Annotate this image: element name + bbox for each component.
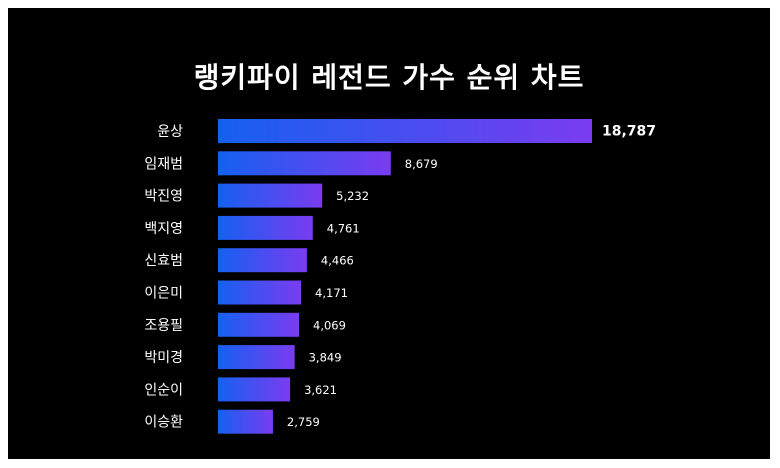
bar [218,280,302,305]
category-label: 인순이 [144,382,183,398]
category-label: 이승환 [144,415,183,431]
bar [218,183,323,208]
value-label: 2,759 [287,415,320,429]
value-label: 5,232 [336,189,369,203]
category-label: 박진영 [144,189,183,205]
category-label: 이은미 [144,286,183,302]
bar [218,377,291,402]
value-label: 3,621 [304,383,337,397]
category-label: 조용필 [144,318,183,334]
value-label: 4,171 [315,286,348,300]
value-label: 8,679 [405,157,438,171]
value-label: 4,466 [321,254,354,268]
value-label: 4,761 [327,221,360,235]
category-label: 윤상 [157,124,183,140]
bar [218,345,295,370]
value-label: 3,849 [309,351,342,365]
bar [218,215,313,240]
bars-layer: 윤상 18,787 임재범 8,679 박진영 5,232 백지영 4,761 신효범 4,466… [144,119,656,434]
category-label: 백지영 [144,221,183,237]
value-label: 18,787 [602,124,656,140]
bar [218,119,592,143]
chart-title: 랭키파이 레전드 가수 순위 차트 [193,61,585,94]
category-label: 임재범 [144,156,183,172]
bar [218,151,391,176]
bar [218,312,300,337]
bar [218,248,307,273]
category-label: 신효범 [144,253,183,269]
bar [218,409,273,434]
chart-frame: 랭키파이 레전드 가수 순위 차트 윤상 18,787 임재범 8,679 박진영 5,2… [8,8,770,459]
value-label: 4,069 [313,318,346,332]
category-label: 박미경 [144,350,183,366]
bar-chart: 윤상 18,787 임재범 8,679 박진영 5,232 백지영 4,761 신효범 4,466… [144,119,656,434]
